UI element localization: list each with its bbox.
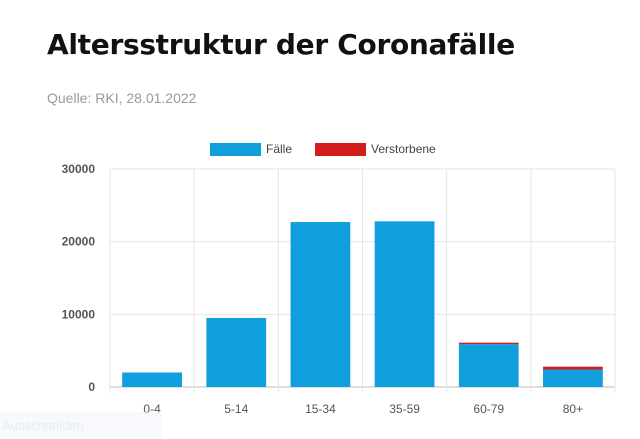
bar-series	[122, 221, 603, 387]
source-note: Quelle: RKI, 28.01.2022	[47, 90, 197, 106]
x-tick-label: 35-59	[389, 402, 420, 416]
y-axis: 0 10000 20000 30000	[62, 162, 96, 394]
cut-overlay: Ausschneiden	[0, 412, 162, 439]
x-tick-label: 15-34	[305, 402, 336, 416]
x-axis: 0-4 5-14 15-34 35-59 60-79 80+	[143, 402, 583, 416]
x-tick-label: 80+	[563, 402, 583, 416]
grid-lines	[109, 168, 616, 393]
bar-faelle[interactable]	[290, 222, 351, 387]
bar-faelle[interactable]	[374, 221, 435, 387]
legend-swatch-faelle	[210, 143, 261, 156]
x-tick-label: 5-14	[224, 402, 248, 416]
bar-faelle[interactable]	[122, 372, 182, 387]
legend[interactable]: Fälle Verstorbene	[210, 142, 436, 156]
bar-verstorbene[interactable]	[543, 366, 603, 370]
chart-title: Altersstruktur der Coronafälle	[47, 28, 515, 61]
bar-verstorbene[interactable]	[458, 342, 519, 345]
y-tick-label: 30000	[62, 162, 96, 176]
legend-label-verstorbene: Verstorbene	[371, 142, 436, 156]
bar-faelle[interactable]	[458, 344, 519, 387]
legend-swatch-verstorbene	[315, 143, 366, 156]
bar-faelle[interactable]	[543, 369, 603, 387]
y-tick-label: 0	[88, 380, 95, 394]
legend-item-faelle[interactable]: Fälle	[210, 142, 292, 156]
y-tick-label: 10000	[62, 307, 96, 321]
legend-item-verstorbene[interactable]: Verstorbene	[315, 142, 436, 156]
legend-label-faelle: Fälle	[266, 142, 292, 156]
y-tick-label: 20000	[62, 235, 96, 249]
bar-faelle[interactable]	[206, 317, 267, 387]
x-tick-label: 60-79	[473, 402, 504, 416]
